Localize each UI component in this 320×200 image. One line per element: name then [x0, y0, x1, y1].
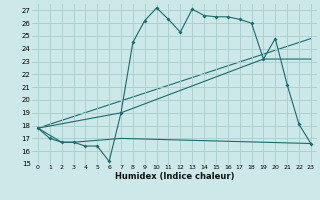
- X-axis label: Humidex (Indice chaleur): Humidex (Indice chaleur): [115, 172, 234, 181]
